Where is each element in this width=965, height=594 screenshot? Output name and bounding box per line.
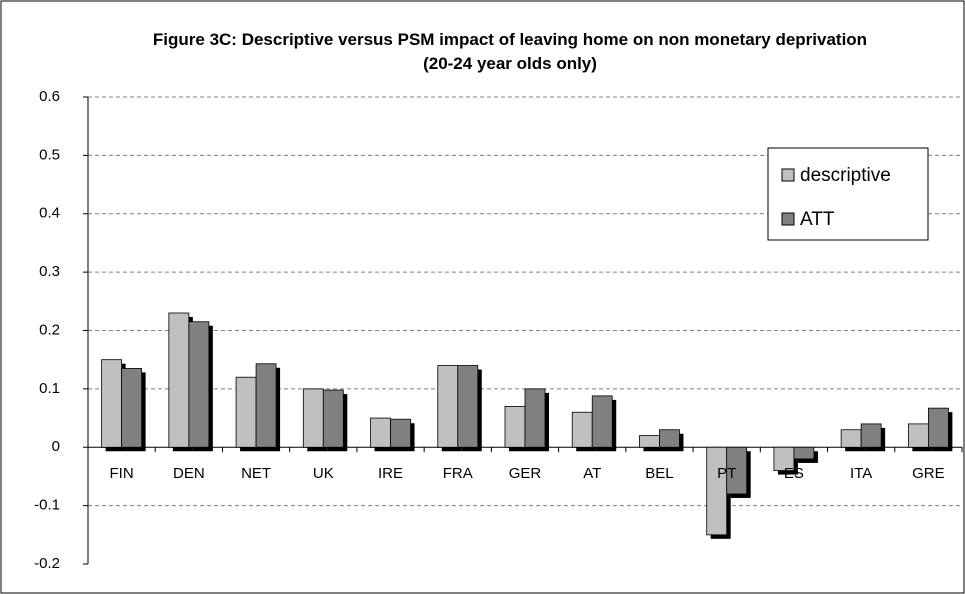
x-tick-label: NET	[241, 465, 271, 482]
bar	[571, 411, 593, 448]
bar	[840, 429, 862, 448]
bar	[706, 446, 728, 536]
y-tick-label: 0.3	[39, 263, 60, 280]
y-tick-label: -0.2	[34, 555, 60, 572]
legend-swatch	[781, 168, 795, 182]
bar	[121, 368, 143, 448]
bar	[591, 395, 613, 448]
y-tick-label: 0	[52, 438, 60, 455]
y-tick-label: 0.1	[39, 380, 60, 397]
bar	[639, 435, 660, 448]
legend-box	[767, 147, 929, 241]
bar	[370, 417, 391, 448]
bar	[793, 446, 815, 460]
bar	[322, 389, 344, 448]
legend-label: descriptive	[800, 165, 891, 186]
bar	[457, 365, 479, 448]
x-tick-label: FRA	[443, 465, 473, 482]
chart-title: Figure 3C: Descriptive versus PSM impact…	[152, 30, 868, 73]
y-tick-label: 0.6	[39, 88, 60, 105]
bar	[860, 423, 882, 448]
bar	[907, 423, 929, 448]
bar	[101, 359, 123, 448]
x-tick-label: ES	[784, 465, 804, 482]
x-tick-label: UK	[313, 465, 334, 482]
y-tick-label: 0.4	[39, 205, 60, 222]
bar	[659, 429, 680, 448]
x-tick-label: GRE	[912, 465, 945, 482]
bar	[255, 363, 277, 448]
y-tick-label: 0.2	[39, 321, 60, 338]
x-tick-label: BEL	[645, 465, 673, 482]
x-tick-label: DEN	[173, 465, 205, 482]
legend-label: ATT	[800, 209, 835, 230]
bar	[524, 388, 546, 448]
bar	[504, 405, 526, 448]
y-tick-label: 0.5	[39, 146, 60, 163]
y-tick-label: -0.1	[34, 497, 60, 514]
bar	[188, 321, 210, 448]
bar	[235, 376, 257, 448]
x-tick-label: FIN	[110, 465, 134, 482]
bar	[302, 388, 324, 448]
x-tick-label: PT	[717, 465, 736, 482]
bar	[437, 365, 459, 448]
x-tick-label: AT	[583, 465, 601, 482]
x-tick-label: ITA	[850, 465, 872, 482]
bar	[726, 446, 748, 495]
legend-swatch	[781, 212, 795, 226]
x-tick-label: GER	[509, 465, 542, 482]
x-tick-label: IRE	[378, 465, 403, 482]
bar	[168, 312, 190, 448]
bar	[927, 407, 949, 448]
bar	[390, 418, 411, 448]
